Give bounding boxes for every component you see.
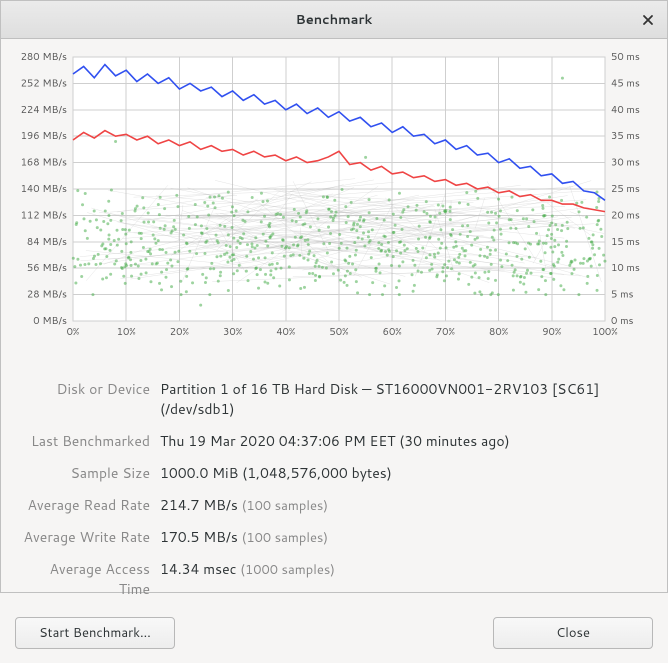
svg-text:84 MB/s: 84 MB/s (27, 235, 67, 249)
svg-text:20 ms: 20 ms (611, 208, 640, 222)
info-table: Disk or Device Partition 1 of 16 TB Hard… (15, 373, 653, 605)
titlebar: Benchmark (1, 1, 667, 39)
svg-text:140 MB/s: 140 MB/s (21, 182, 67, 196)
row-avg-read-rate: Average Read Rate 214.7 MB/s (100 sample… (15, 489, 653, 521)
value: Thu 19 Mar 2020 04:37:06 PM EET (30 minu… (160, 431, 653, 451)
svg-text:168 MB/s: 168 MB/s (21, 156, 67, 170)
close-button[interactable]: Close (493, 617, 653, 649)
benchmark-chart: 0%10%20%30%40%50%60%70%80%90%100%0 MB/s2… (15, 49, 655, 359)
row-avg-access-time: Average Access Time 14.34 msec (1000 sam… (15, 553, 653, 605)
svg-text:10%: 10% (117, 325, 136, 339)
label: Average Read Rate (15, 495, 160, 515)
window-title: Benchmark (296, 11, 373, 29)
svg-text:280 MB/s: 280 MB/s (21, 50, 67, 64)
svg-text:0%: 0% (67, 325, 80, 339)
svg-text:25 ms: 25 ms (611, 182, 640, 196)
svg-text:0 MB/s: 0 MB/s (33, 314, 67, 328)
svg-text:10 ms: 10 ms (611, 261, 640, 275)
svg-text:28 MB/s: 28 MB/s (27, 288, 67, 302)
svg-text:0 ms: 0 ms (611, 314, 634, 328)
button-row: Start Benchmark… Close (1, 605, 667, 663)
svg-text:20%: 20% (170, 325, 189, 339)
svg-text:5 ms: 5 ms (611, 288, 634, 302)
row-last-benchmarked: Last Benchmarked Thu 19 Mar 2020 04:37:0… (15, 425, 653, 457)
svg-text:90%: 90% (542, 325, 561, 339)
svg-text:60%: 60% (383, 325, 402, 339)
svg-text:112 MB/s: 112 MB/s (21, 208, 67, 222)
value: 214.7 MB/s (100 samples) (160, 495, 653, 515)
svg-text:30%: 30% (223, 325, 242, 339)
svg-text:252 MB/s: 252 MB/s (21, 76, 67, 90)
svg-text:45 ms: 45 ms (611, 76, 640, 90)
svg-text:196 MB/s: 196 MB/s (21, 129, 67, 143)
svg-text:40%: 40% (276, 325, 295, 339)
svg-text:80%: 80% (489, 325, 508, 339)
value: 1000.0 MiB (1,048,576,000 bytes) (160, 463, 653, 483)
svg-text:30 ms: 30 ms (611, 156, 640, 170)
row-sample-size: Sample Size 1000.0 MiB (1,048,576,000 by… (15, 457, 653, 489)
svg-text:40 ms: 40 ms (611, 103, 640, 117)
content-area: 0%10%20%30%40%50%60%70%80%90%100%0 MB/s2… (1, 39, 667, 605)
label: Last Benchmarked (15, 431, 160, 451)
svg-text:224 MB/s: 224 MB/s (21, 103, 67, 117)
close-icon[interactable] (637, 9, 659, 31)
row-avg-write-rate: Average Write Rate 170.5 MB/s (100 sampl… (15, 521, 653, 553)
value: 14.34 msec (1000 samples) (160, 559, 653, 599)
svg-text:50 ms: 50 ms (611, 50, 640, 64)
svg-text:70%: 70% (436, 325, 455, 339)
row-disk-or-device: Disk or Device Partition 1 of 16 TB Hard… (15, 373, 653, 425)
svg-text:15 ms: 15 ms (611, 235, 640, 249)
svg-text:50%: 50% (329, 325, 348, 339)
svg-text:56 MB/s: 56 MB/s (27, 261, 67, 275)
svg-text:35 ms: 35 ms (611, 129, 640, 143)
value: 170.5 MB/s (100 samples) (160, 527, 653, 547)
label: Sample Size (15, 463, 160, 483)
label: Average Write Rate (15, 527, 160, 547)
value: Partition 1 of 16 TB Hard Disk — ST16000… (160, 379, 653, 419)
label: Average Access Time (15, 559, 160, 599)
start-benchmark-button[interactable]: Start Benchmark… (15, 617, 175, 649)
label: Disk or Device (15, 379, 160, 419)
